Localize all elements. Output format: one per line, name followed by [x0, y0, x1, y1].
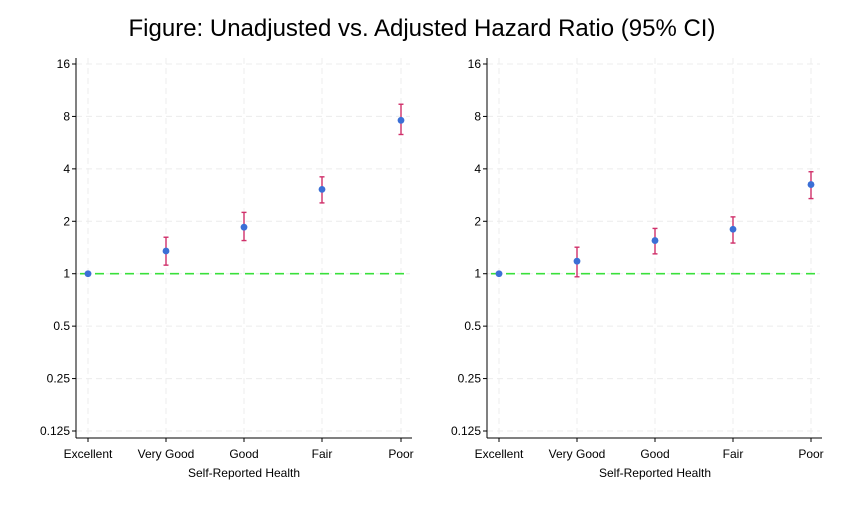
x-tick-label: Good — [229, 447, 258, 461]
x-tick-label: Fair — [723, 447, 744, 461]
x-tick-label: Excellent — [64, 447, 113, 461]
chart-panels: 16 8 4 2 1 0.5 0.25 0.125 Excellent Very Good Good… — [40, 57, 824, 480]
y-tick-label: 0.25 — [458, 372, 482, 386]
y-tick-label: 2 — [474, 214, 481, 228]
data-point — [397, 116, 405, 124]
data-point — [162, 247, 170, 255]
x-axis-title: Self-Reported Health — [188, 466, 300, 480]
data-point — [573, 257, 581, 265]
data-point — [240, 223, 248, 231]
x-tick-label: Poor — [388, 447, 413, 461]
data-point — [318, 185, 326, 193]
figure-title: Figure: Unadjusted vs. Adjusted Hazard R… — [129, 15, 716, 42]
x-tick-label: Fair — [312, 447, 333, 461]
y-tick-label: 8 — [474, 109, 481, 123]
chart-panel-2: 16 8 4 2 1 0.5 0.25 0.125 Excellent Very Good Good… — [451, 57, 824, 480]
y-tick-label: 1 — [474, 267, 481, 281]
x-tick-label: Poor — [798, 447, 823, 461]
y-tick-label: 0.125 — [451, 424, 481, 438]
y-tick-label: 0.25 — [47, 372, 71, 386]
y-tick-label: 16 — [468, 57, 482, 71]
data-point — [807, 181, 815, 188]
data-point — [729, 225, 737, 233]
y-tick-label: 4 — [63, 162, 70, 176]
x-tick-label: Excellent — [475, 447, 524, 461]
y-tick-label: 0.5 — [464, 319, 481, 333]
y-tick-label: 8 — [63, 109, 70, 123]
x-tick-label: Good — [640, 447, 669, 461]
data-point — [495, 270, 503, 278]
y-tick-label: 4 — [474, 162, 481, 176]
y-tick-label: 0.5 — [53, 319, 70, 333]
y-tick-label: 1 — [63, 267, 70, 281]
y-tick-label: 2 — [63, 214, 70, 228]
chart-panel-1: 16 8 4 2 1 0.5 0.25 0.125 Excellent Very Good Good… — [40, 57, 414, 480]
x-tick-label: Very Good — [549, 447, 606, 461]
x-tick-label: Very Good — [138, 447, 195, 461]
x-axis-title: Self-Reported Health — [599, 466, 711, 480]
data-point — [84, 270, 92, 278]
data-point — [651, 237, 659, 244]
y-tick-label: 16 — [57, 57, 71, 71]
y-tick-label: 0.125 — [40, 424, 70, 438]
